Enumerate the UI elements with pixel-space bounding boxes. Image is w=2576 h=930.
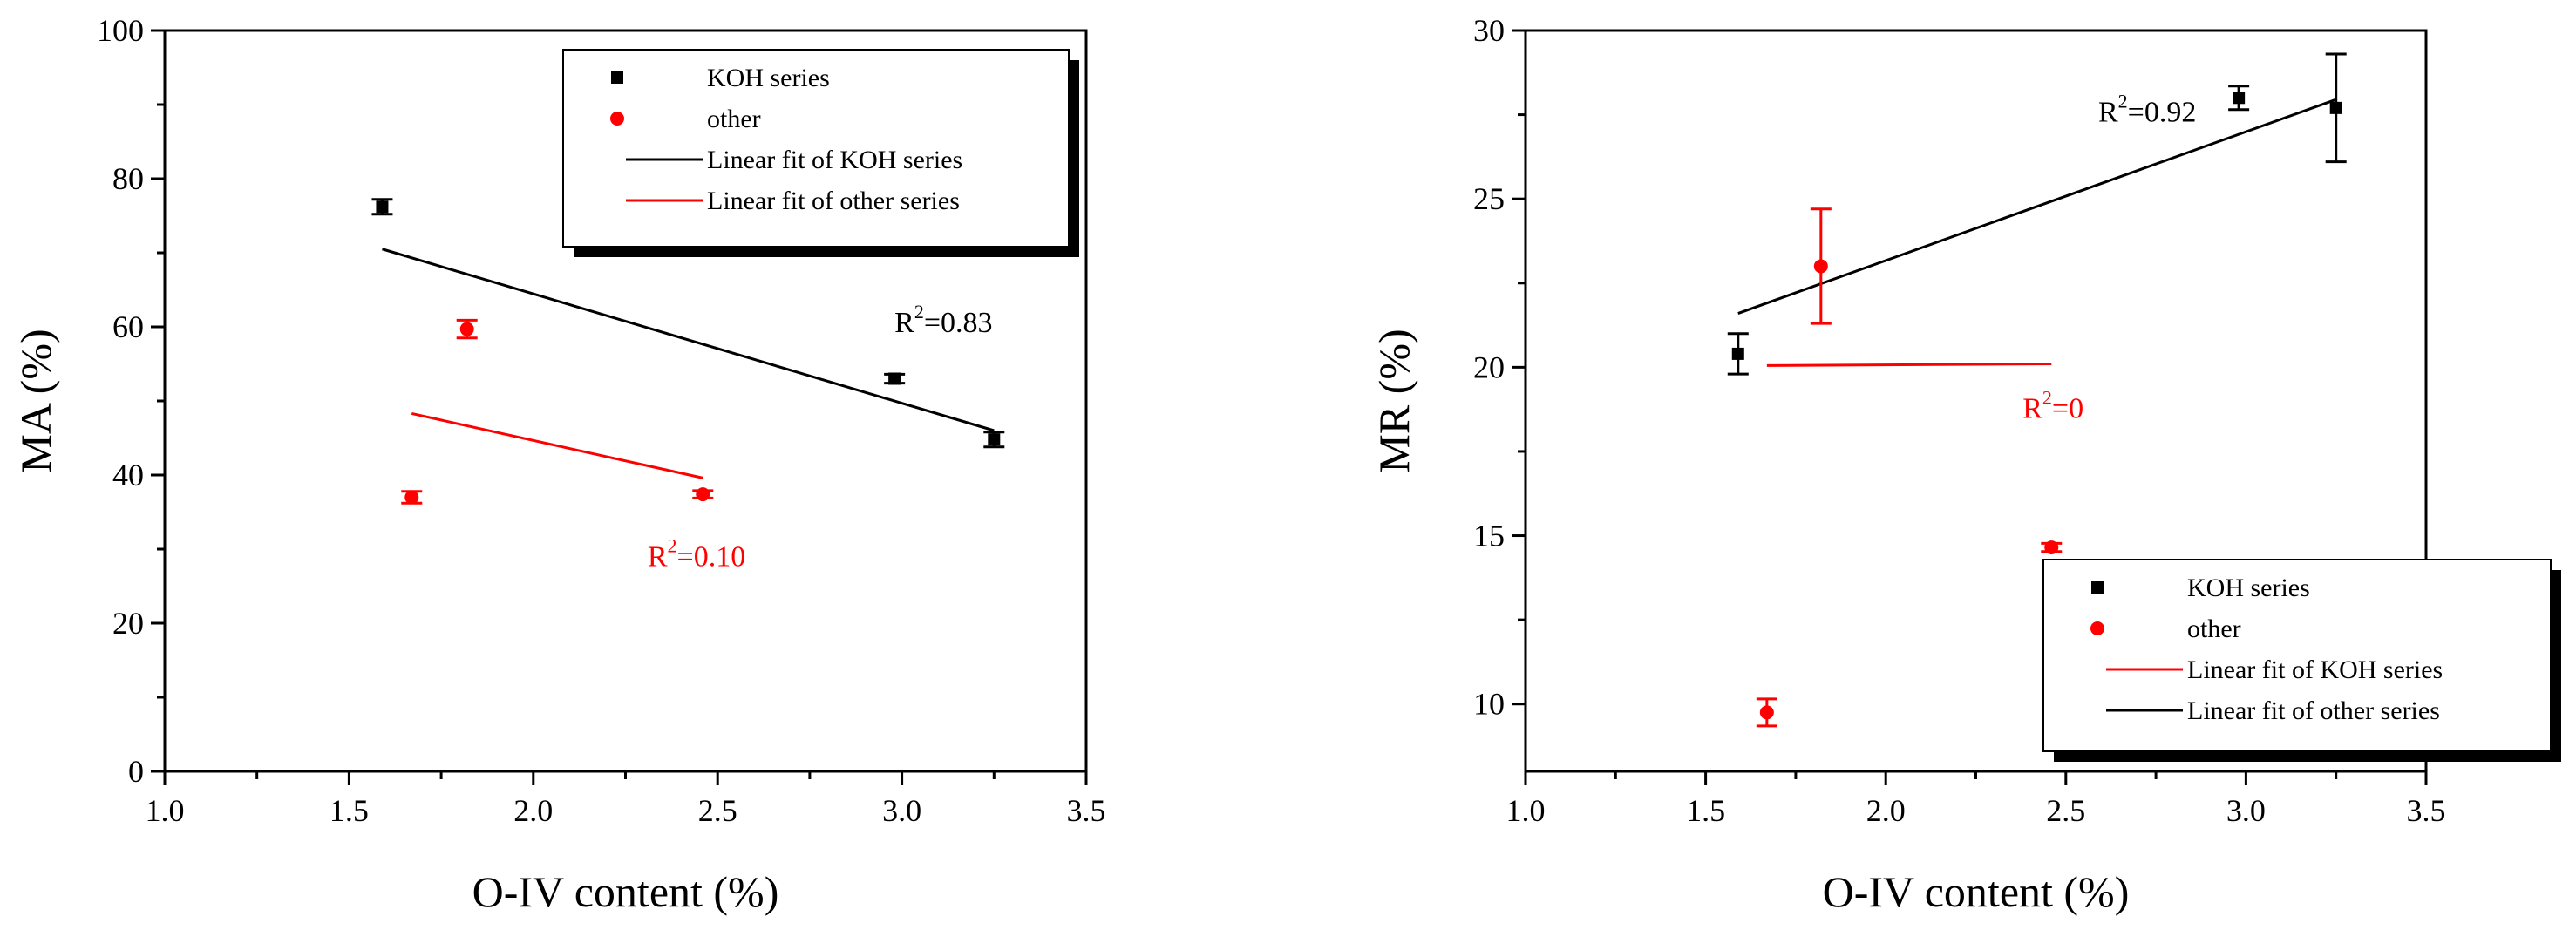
y-tick-label: 80 [112,161,144,196]
legend-label: Linear fit of KOH series [707,146,962,174]
x-tick-label: 1.5 [330,793,369,828]
r-squared-value: =0.10 [677,541,746,574]
r-squared-base: R [648,541,668,574]
r-squared-base: R [894,307,914,339]
legend-symbol [2091,581,2104,594]
y-tick-label: 60 [112,309,144,344]
x-axis-label: O-IV content (%) [472,867,779,916]
data-point [1731,347,1744,360]
x-tick-label: 3.0 [2226,793,2266,828]
data-point [2044,540,2059,555]
r-squared-sup: 2 [2118,90,2128,112]
ma-chart: 1.0 1.5 2.0 2.5 3.0 3.5 0 20 40 60 80 100 O-IV conte… [11,13,1106,916]
data-point [1813,259,1828,274]
data-point [888,372,901,385]
x-tick-label: 2.0 [513,793,553,828]
legend: KOH series other Linear fit of KOH series L… [2042,559,2561,762]
data-point [376,200,389,214]
r-squared-value: =0.83 [924,307,993,339]
r-squared-sup: 2 [668,535,677,557]
x-tick-label: 3.5 [2407,793,2446,828]
y-tick-label: 25 [1473,181,1505,216]
data-point [1759,705,1774,720]
data-point [2329,101,2342,114]
legend-symbol [610,112,624,126]
data-point [2233,92,2246,105]
y-tick-label: 30 [1473,13,1505,48]
r-squared-label: R2=0 [2022,386,2083,424]
x-tick-label: 3.0 [882,793,921,828]
y-tick-label: 20 [1473,350,1505,384]
legend-symbol [2090,621,2104,635]
data-point [988,433,1001,446]
fit-line [382,248,995,432]
y-tick-label: 20 [112,606,144,641]
r-squared-sup: 2 [2042,386,2052,408]
legend-label: Linear fit of other series [707,187,960,215]
r-squared-sup: 2 [914,301,924,322]
y-axis-label: MA (%) [11,329,60,472]
y-tick-label: 40 [112,458,144,492]
legend: KOH series other Linear fit of KOH series L… [562,49,1079,257]
y-tick-label: 100 [97,13,144,48]
legend-label: Linear fit of other series [2187,696,2440,725]
data-point [459,322,474,336]
legend-label: other [2187,614,2241,643]
x-tick-label: 1.0 [146,793,185,828]
x-axis-label: O-IV content (%) [1823,867,2130,916]
data-point [404,490,419,505]
legend-box [562,49,1070,248]
r-squared-base: R [2098,96,2118,128]
legend-label: KOH series [707,64,830,92]
x-tick-label: 3.5 [1067,793,1106,828]
legend-label: KOH series [2187,574,2310,602]
mr-chart: 1.0 1.5 2.0 2.5 3.0 3.5 10 15 20 25 30 O-IV content… [1370,13,2561,916]
legend-label: other [707,105,761,133]
x-tick-label: 2.0 [1866,793,1906,828]
fit-line [1737,98,2337,315]
data-point [696,487,710,502]
r-squared-label: R2=0.10 [648,535,745,574]
x-tick-label: 1.5 [1686,793,1725,828]
legend-box [2042,559,2552,752]
legend-symbol [611,71,623,84]
y-tick-label: 10 [1473,687,1505,722]
r-squared-value: =0.92 [2128,96,2197,128]
y-tick-label: 15 [1473,519,1505,553]
r-squared-label: R2=0.92 [2098,90,2196,128]
y-tick-label: 0 [128,754,144,789]
x-tick-label: 2.5 [2046,793,2085,828]
legend-label: Linear fit of KOH series [2187,655,2443,684]
fit-line [1766,363,2052,367]
fit-line [411,411,703,479]
r-squared-value: =0 [2052,392,2083,424]
r-squared-base: R [2022,392,2042,424]
r-squared-label: R2=0.83 [894,301,992,339]
y-axis-label: MR (%) [1370,329,1418,472]
x-tick-label: 2.5 [698,793,737,828]
x-tick-label: 1.0 [1506,793,1546,828]
